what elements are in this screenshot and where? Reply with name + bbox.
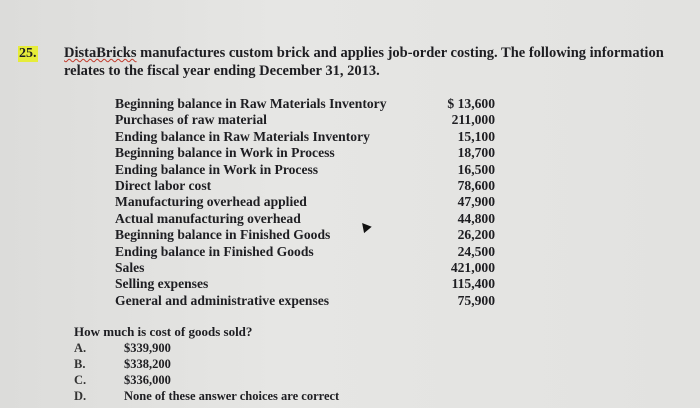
item-value: 24,500 [457,243,495,259]
table-row: Selling expenses 115,400 [115,276,495,292]
item-label: Purchases of raw material [115,112,267,128]
table-row: Ending balance in Raw Materials Inventor… [115,129,495,145]
item-value: 211,000 [451,112,495,128]
answer-choice[interactable]: C. $336,000 [74,372,339,388]
choice-text: $336,000 [124,373,171,387]
item-value: 15,100 [457,128,495,144]
table-row: Actual manufacturing overhead 44,800 [115,211,495,227]
item-value: $ 13,600 [447,96,495,111]
intro-text: manufactures custom brick and applies jo… [64,45,664,79]
answer-choice[interactable]: A. $339,900 [74,340,339,356]
question-number: 25. [18,46,38,62]
item-label: Direct labor cost [115,177,212,193]
item-value: 26,200 [457,227,495,243]
item-value: 115,400 [451,276,495,292]
table-row: Beginning balance in Finished Goods 26,20… [115,227,495,243]
table-row: Manufacturing overhead applied 47,900 [115,194,495,210]
company-name: DistaBricks [64,45,137,61]
item-label: Beginning balance in Work in Process [115,145,335,161]
item-value: 421,000 [450,259,495,275]
table-row: Beginning balance in Raw Materials Inven… [115,96,495,112]
data-table: Beginning balance in Raw Materials Inven… [115,96,495,309]
question-text: How much is cost of goods sold? [74,324,253,339]
answer-choice[interactable]: B. $338,200 [74,356,339,372]
question-intro: DistaBricks manufactures custom brick an… [64,44,664,80]
table-row: Sales 421,000 [115,260,495,276]
choice-text: None of these answer choices are correct [124,389,340,403]
answer-choices: A. $339,900 B. $338,200 C. $336,000 D. None of … [74,340,339,404]
item-value: 18,700 [457,145,495,161]
question-block: How much is cost of goods sold? A. $339,9… [74,324,339,404]
item-label: Sales [115,259,145,275]
choice-letter: C. [74,373,87,387]
table-row: Beginning balance in Work in Process 18,7… [115,145,495,161]
table-row: Purchases of raw material 211,000 [115,112,495,128]
item-value: 47,900 [457,194,495,210]
item-label: Manufacturing overhead applied [115,194,307,210]
table-row: Ending balance in Finished Goods 24,500 [115,244,495,260]
item-value: 44,800 [457,210,495,226]
item-label: Beginning balance in Raw Materials Inven… [115,96,387,111]
item-value: 75,900 [457,292,495,308]
item-label: Ending balance in Raw Materials Inventor… [115,128,370,144]
item-value: 16,500 [457,161,495,177]
table-row: Direct labor cost 78,600 [115,178,495,194]
table-row: General and administrative expenses 75,90… [115,293,495,309]
choice-letter: A. [74,341,87,355]
choice-text: $339,900 [124,341,171,355]
answer-choice[interactable]: D. None of these answer choices are corre… [74,388,339,404]
item-label: Selling expenses [115,276,209,292]
item-label: Actual manufacturing overhead [115,210,301,226]
table-row: Ending balance in Work in Process 16,500 [115,162,495,178]
item-label: Beginning balance in Finished Goods [115,227,331,243]
item-value: 78,600 [457,177,495,193]
choice-letter: D. [74,389,87,403]
item-label: General and administrative expenses [115,292,330,308]
choice-text: $338,200 [124,357,171,371]
item-label: Ending balance in Finished Goods [115,243,314,259]
item-label: Ending balance in Work in Process [115,161,319,177]
choice-letter: B. [74,357,86,371]
